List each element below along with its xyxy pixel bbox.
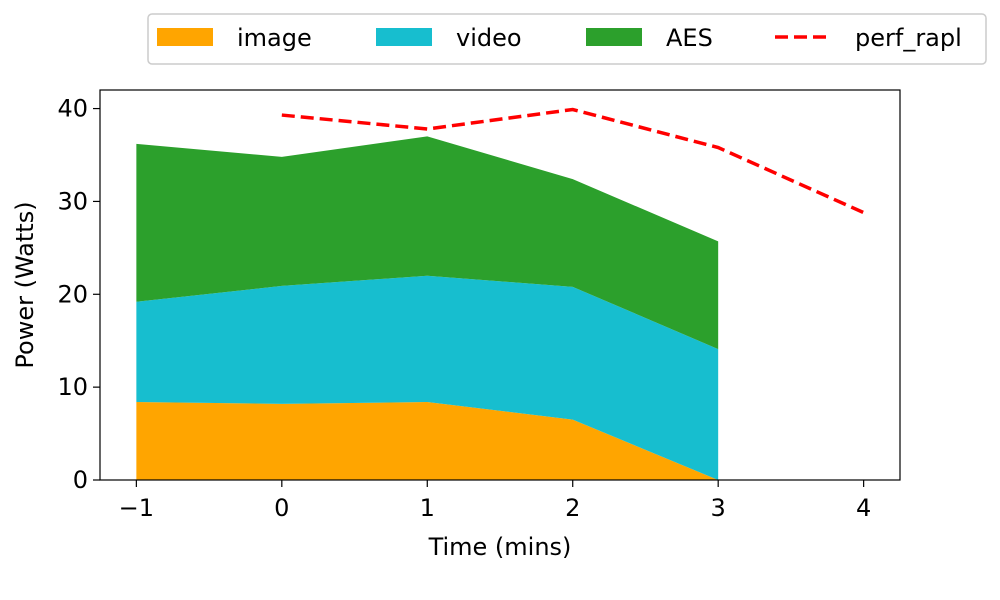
legend-label-image: image [237,24,312,52]
x-tick-label: 3 [711,494,726,522]
x-tick-label: 4 [856,494,871,522]
y-tick-label: 40 [57,95,88,123]
area-video [136,275,719,480]
y-tick-label: 10 [57,373,88,401]
line-series-group [281,107,865,215]
line-perf_rapl [281,107,865,215]
legend-label-AES: AES [666,24,713,52]
legend-swatch-video [376,28,432,46]
x-tick-label: 2 [565,494,580,522]
area-series-group [136,136,719,480]
y-axis: 0 10 20 30 40 [57,95,100,494]
x-tick-label: 1 [420,494,435,522]
y-tick-label: 20 [57,280,88,308]
legend-label-perf_rapl: perf_rapl [855,24,962,52]
x-axis: −1 0 1 2 3 4 [119,480,871,522]
legend-swatch-image [157,28,213,46]
x-axis-title: Time (mins) [428,533,572,561]
legend-swatch-AES [586,28,642,46]
legend-label-video: video [456,24,522,52]
y-tick-label: 0 [73,466,88,494]
legend-frame [147,13,987,65]
x-tick-label: −1 [119,494,154,522]
x-tick-label: 0 [274,494,289,522]
area-image [136,402,719,480]
y-tick-label: 30 [57,187,88,215]
y-axis-title: Power (Watts) [11,201,39,368]
legend: image video AES perf_rapl [147,13,987,65]
area-AES [136,136,719,350]
plot-frame [99,89,901,481]
